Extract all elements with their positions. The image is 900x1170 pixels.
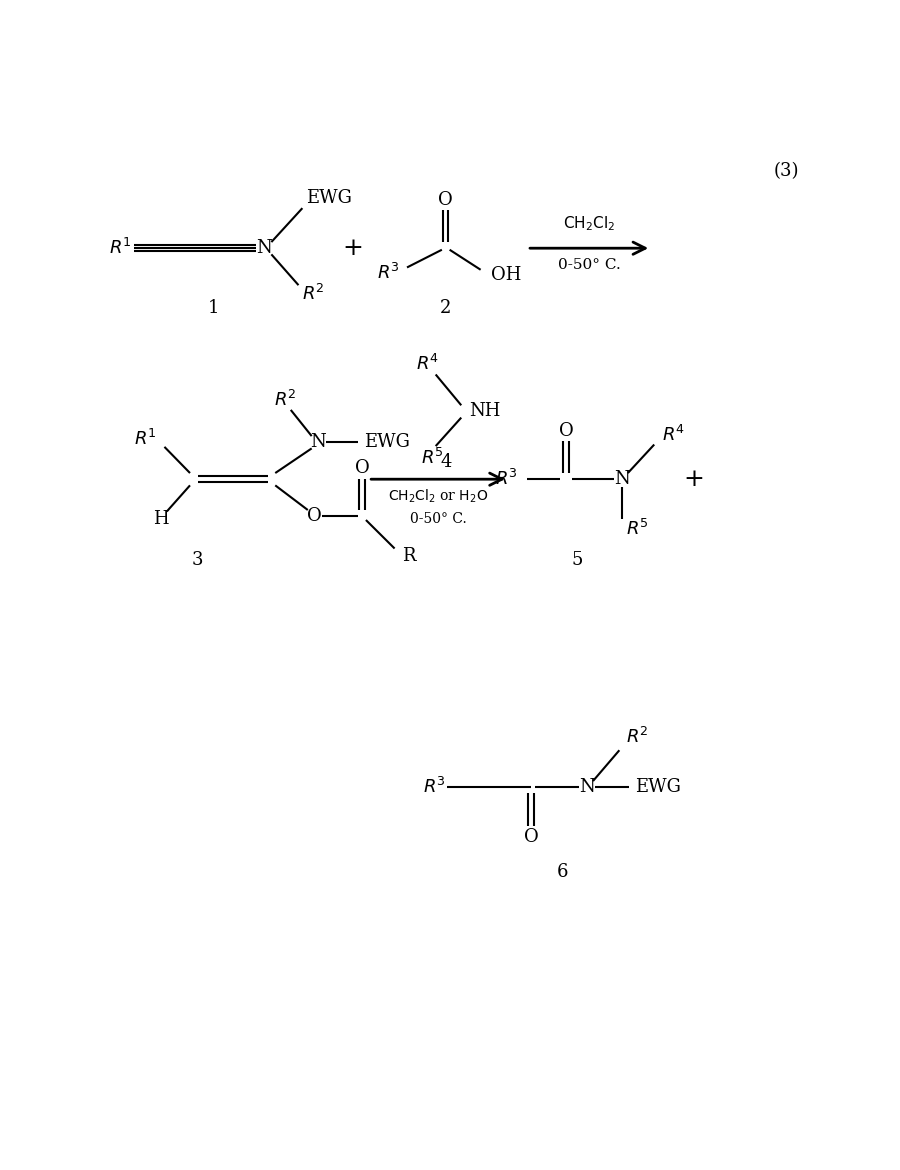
Text: H: H (154, 510, 169, 528)
Text: $R^5$: $R^5$ (626, 519, 648, 539)
Text: $R^5$: $R^5$ (421, 448, 444, 468)
Text: $R^1$: $R^1$ (109, 239, 132, 259)
Text: N: N (614, 470, 629, 488)
Text: O: O (438, 191, 453, 208)
Text: 0-50° C.: 0-50° C. (410, 512, 466, 526)
Text: $R^4$: $R^4$ (662, 425, 685, 445)
Text: +: + (683, 468, 704, 490)
Text: $R^4$: $R^4$ (417, 353, 439, 373)
Text: NH: NH (469, 402, 500, 420)
Text: $R^3$: $R^3$ (376, 263, 400, 283)
Text: $R^2$: $R^2$ (274, 390, 297, 409)
Text: O: O (355, 460, 369, 477)
Text: $\mathrm{CH_2Cl_2}$ or $\mathrm{H_2O}$: $\mathrm{CH_2Cl_2}$ or $\mathrm{H_2O}$ (388, 488, 488, 504)
Text: R: R (402, 548, 416, 565)
Text: $R^2$: $R^2$ (302, 284, 325, 304)
Text: 6: 6 (556, 863, 568, 881)
Text: 0-50° C.: 0-50° C. (558, 259, 620, 273)
Text: N: N (256, 239, 272, 257)
Text: 3: 3 (192, 551, 203, 569)
Text: N: N (579, 778, 595, 797)
Text: $R^3$: $R^3$ (423, 777, 446, 797)
Text: O: O (524, 828, 538, 846)
Text: 4: 4 (440, 453, 452, 472)
Text: $\mathrm{CH_2Cl_2}$: $\mathrm{CH_2Cl_2}$ (563, 214, 616, 233)
Text: 5: 5 (572, 551, 583, 569)
Text: 2: 2 (440, 300, 452, 317)
Text: $R^2$: $R^2$ (626, 727, 648, 748)
Text: (3): (3) (774, 163, 799, 180)
Text: +: + (342, 236, 364, 260)
Text: O: O (307, 507, 321, 525)
Text: EWG: EWG (364, 433, 410, 452)
Text: N: N (310, 433, 326, 452)
Text: 1: 1 (208, 300, 219, 317)
Text: $R^1$: $R^1$ (134, 429, 157, 449)
Text: $R^3$: $R^3$ (495, 469, 518, 489)
Text: EWG: EWG (306, 190, 352, 207)
Text: O: O (559, 421, 573, 440)
Text: OH: OH (491, 266, 521, 284)
Text: EWG: EWG (634, 778, 680, 797)
